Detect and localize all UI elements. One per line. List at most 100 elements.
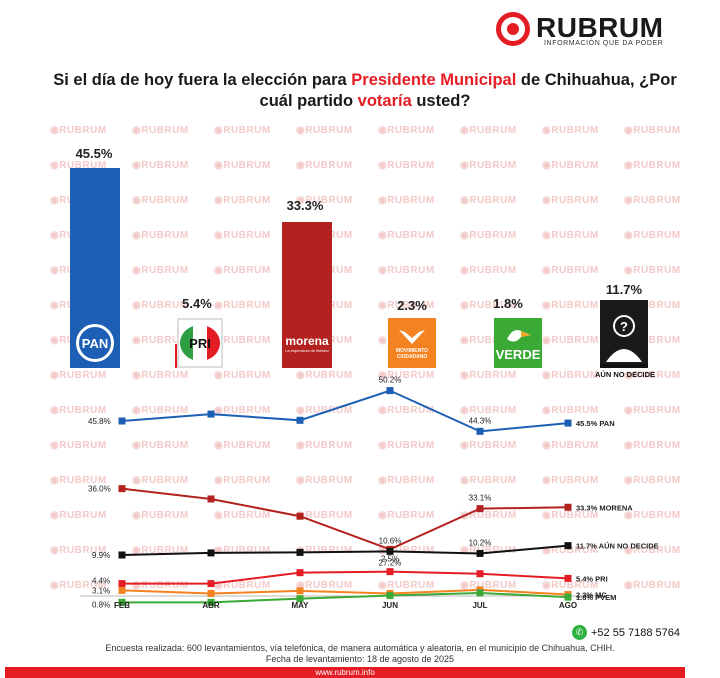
website-link[interactable]: www.rubrum.info xyxy=(315,668,375,677)
series-line-pri xyxy=(122,570,569,585)
x-tick-label: JUL xyxy=(472,601,487,610)
point-label: 1.8% PVEM xyxy=(576,593,616,602)
morena-logo: morena La esperanza de México xyxy=(283,318,331,368)
data-point xyxy=(476,549,484,557)
data-point xyxy=(207,589,215,597)
mc-eagle-icon xyxy=(399,330,425,344)
data-point xyxy=(296,416,304,424)
title-part-3: usted? xyxy=(411,92,471,110)
point-label: 0.8% xyxy=(92,600,110,609)
series-line-a-n-no-decide xyxy=(121,544,569,556)
brand-tagline: INFORMACIÓN QUE DA PODER xyxy=(544,40,664,47)
pri-logo: PRI xyxy=(177,318,223,368)
point-label: 9.9% xyxy=(92,551,110,560)
x-tick-label: MAY xyxy=(291,601,309,610)
bar-value-mc: 2.3% xyxy=(397,298,427,313)
data-point xyxy=(564,419,572,427)
website-bar: www.rubrum.info xyxy=(5,667,685,678)
x-tick-label: JUN xyxy=(382,601,398,610)
survey-method: Encuesta realizada: 600 levantamientos, … xyxy=(105,643,615,653)
data-point xyxy=(476,589,484,597)
data-point xyxy=(207,549,215,557)
phone-number: +52 55 7188 5764 xyxy=(591,626,681,639)
point-label: 33.3% MORENA xyxy=(576,503,633,512)
brand-logo: RUBRUM INFORMACIÓN QUE DA PODER xyxy=(496,10,686,52)
pri-logo-flag: PRI xyxy=(180,325,220,361)
point-label: 36.0% xyxy=(88,485,111,494)
point-label: 5.4% PRI xyxy=(576,574,608,583)
data-point xyxy=(476,427,484,435)
morena-logo-subtext: La esperanza de México xyxy=(285,347,329,353)
x-tick-label: FEB xyxy=(114,601,130,610)
verde-logo: VERDE xyxy=(494,318,542,368)
data-point xyxy=(386,387,394,395)
data-point xyxy=(564,593,572,601)
point-label: 3.1% xyxy=(92,586,110,595)
data-point xyxy=(207,580,215,588)
undecided-silhouette: ? xyxy=(600,300,648,364)
series-line-pan xyxy=(121,389,569,433)
data-point xyxy=(207,410,215,418)
point-label: 44.3% xyxy=(469,416,492,425)
point-label: 11.7% AÚN NO DECIDE xyxy=(576,542,659,551)
data-point xyxy=(118,586,126,594)
person-question-icon: ? xyxy=(606,315,642,362)
svg-text:?: ? xyxy=(620,319,628,334)
chart-title: Si el día de hoy fuera la elección para … xyxy=(50,70,680,112)
whatsapp-icon: ✆ xyxy=(572,625,587,640)
data-point xyxy=(296,569,304,577)
data-point xyxy=(296,512,304,520)
point-label: 2.5% xyxy=(381,555,399,564)
data-point xyxy=(386,547,394,555)
pri-logo-text: PRI xyxy=(189,335,211,351)
data-point xyxy=(564,574,572,582)
toucan-icon xyxy=(507,329,531,342)
series-line-morena xyxy=(121,487,569,551)
point-label: 45.8% xyxy=(88,417,111,426)
data-point xyxy=(118,580,126,588)
mc-logo-text: MOVIMIENTO CIUDADANO xyxy=(395,348,429,360)
data-point xyxy=(476,505,484,513)
data-point xyxy=(564,542,572,550)
mc-logo: MOVIMIENTO CIUDADANO xyxy=(388,318,436,368)
data-point xyxy=(118,598,126,606)
bar-value-verde: 1.8% xyxy=(493,296,523,311)
point-label: 50.2% xyxy=(379,376,402,385)
pan-logo-text: PAN xyxy=(76,324,114,362)
data-point xyxy=(207,598,215,606)
title-part-1: Si el día de hoy fuera la elección para xyxy=(53,71,352,89)
survey-date: Fecha de levantamiento: 18 de agosto de … xyxy=(265,654,455,664)
survey-note: Encuesta realizada: 600 levantamientos, … xyxy=(40,643,680,665)
title-highlight-1: Presidente Municipal xyxy=(351,71,517,89)
whatsapp-contact: ✆ +52 55 7188 5764 xyxy=(572,625,680,640)
bar-value-morena: 33.3% xyxy=(286,198,324,213)
pan-logo: PAN xyxy=(72,318,118,368)
x-tick-label: ABR xyxy=(202,601,220,610)
brand-name: RUBRUM xyxy=(536,12,664,43)
data-point xyxy=(386,568,394,576)
data-point xyxy=(564,503,572,511)
data-point xyxy=(207,495,215,503)
data-point xyxy=(296,548,304,556)
point-label: 2.3% MC xyxy=(576,591,607,600)
data-point xyxy=(118,485,126,493)
brand-logo-icon xyxy=(496,12,530,46)
data-point xyxy=(386,592,394,600)
point-label: 33.1% xyxy=(469,494,492,503)
data-point xyxy=(296,587,304,595)
series-line-pvem xyxy=(122,591,569,604)
point-label: 45.5% PAN xyxy=(576,419,615,428)
data-point xyxy=(476,570,484,578)
bar-value-aun-no-decide: 11.7% xyxy=(605,282,643,297)
verde-logo-text: VERDE xyxy=(495,346,541,362)
morena-logo-text: morena xyxy=(285,333,329,348)
data-point xyxy=(118,551,126,559)
data-point xyxy=(118,417,126,425)
x-tick-label: AGO xyxy=(559,601,577,610)
title-part-2: de Chihuahua, ¿Por cuál partido xyxy=(259,71,677,110)
undecided-label: AÚN NO DECIDE xyxy=(594,370,655,379)
title-highlight-2: votaría xyxy=(357,92,412,110)
series-line-mc xyxy=(121,588,569,596)
